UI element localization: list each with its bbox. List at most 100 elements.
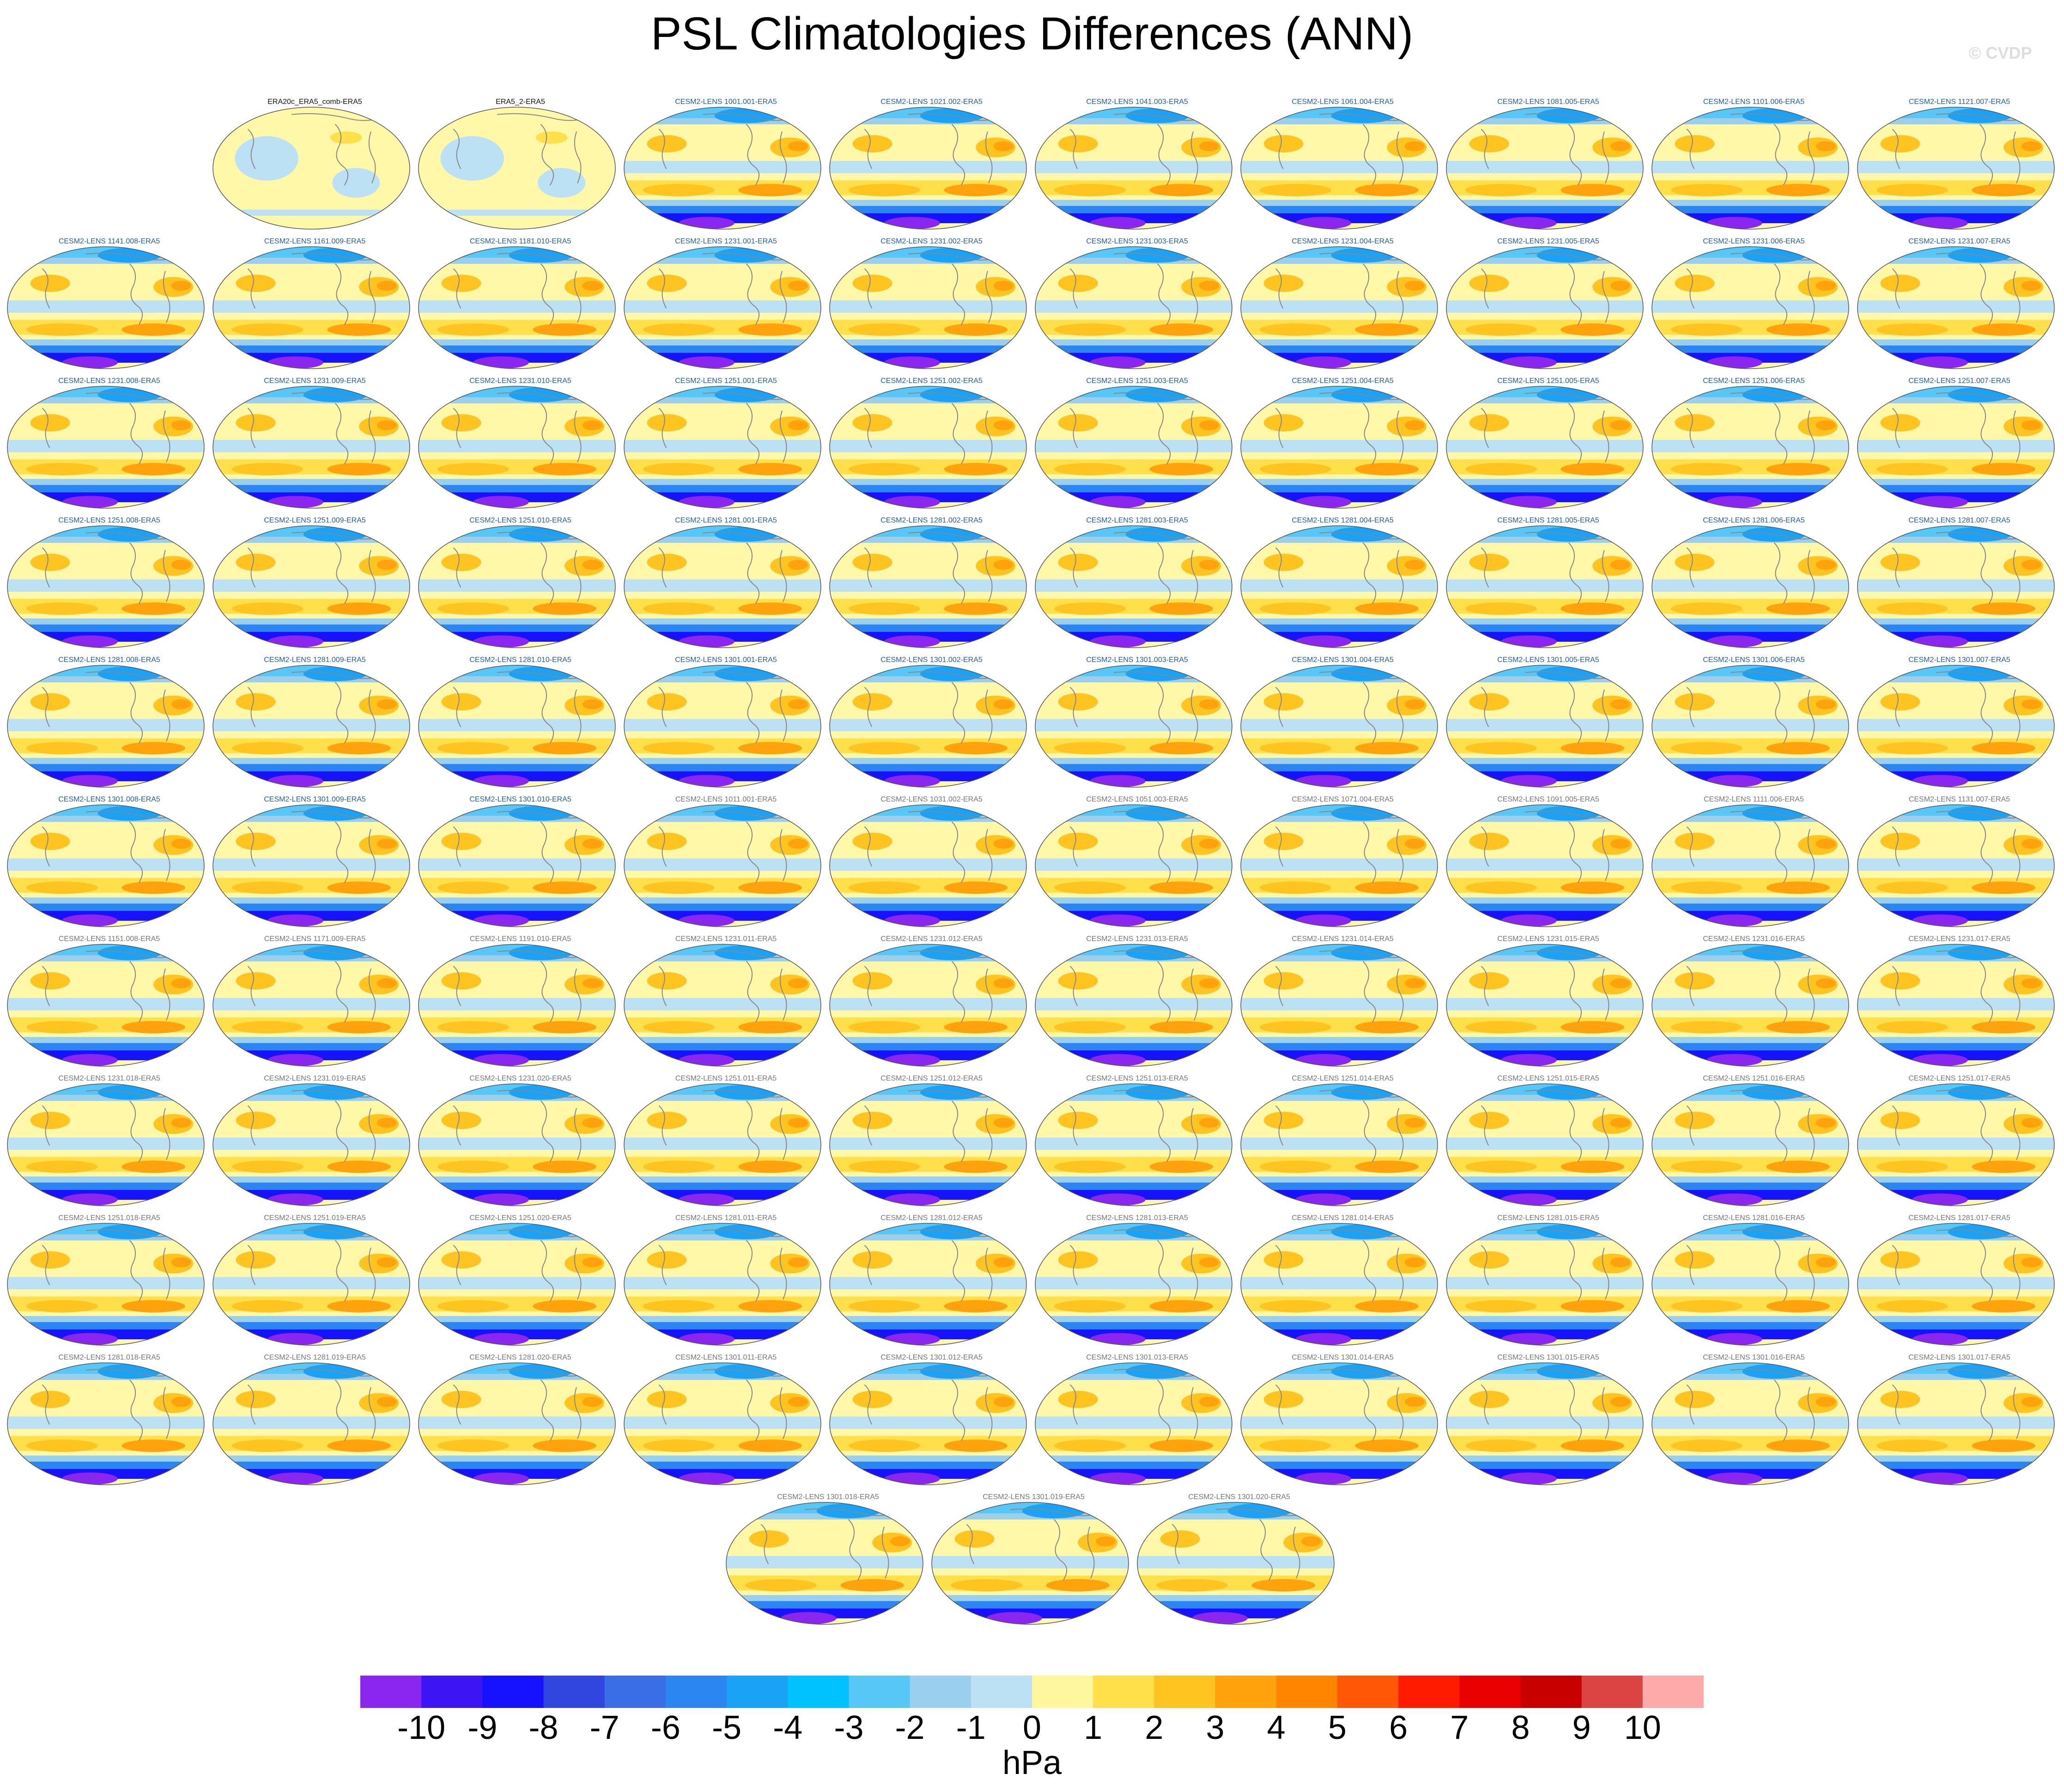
map-panel-title: CESM2-LENS 1231.014-ERA5 <box>1292 935 1394 943</box>
robinson-map <box>1446 804 1644 927</box>
map-panel-title: CESM2-LENS 1251.007-ERA5 <box>1908 377 2010 385</box>
map-panel: CESM2-LENS 1301.001-ERA5 <box>623 655 829 798</box>
colorbar-tick-label: -9 <box>467 1709 498 1746</box>
cvdp-watermark: © CVDP <box>1969 43 2032 62</box>
robinson-map <box>7 944 205 1067</box>
map-panel: CESM2-LENS 1251.003-ERA5 <box>1034 376 1240 519</box>
map-panel-title: CESM2-LENS 1251.015-ERA5 <box>1497 1075 1599 1082</box>
robinson-map <box>418 386 616 509</box>
map-panel-title: CESM2-LENS 1301.005-ERA5 <box>1497 656 1599 664</box>
map-panel-title: CESM2-LENS 1111.006-ERA5 <box>1704 796 1804 803</box>
map-panel: CESM2-LENS 1281.001-ERA5 <box>623 516 829 659</box>
map-panel-title: CESM2-LENS 1071.004-ERA5 <box>1292 796 1394 803</box>
map-panel: CESM2-LENS 1301.007-ERA5 <box>1857 655 2062 798</box>
colorbar-swatch <box>1398 1676 1460 1708</box>
map-panel: CESM2-LENS 1301.003-ERA5 <box>1034 655 1240 798</box>
map-panel: CESM2-LENS 1021.002-ERA5 <box>829 97 1034 240</box>
map-panel: CESM2-LENS 1231.001-ERA5 <box>623 237 829 380</box>
map-panel-title: CESM2-LENS 1251.012-ERA5 <box>880 1075 983 1082</box>
map-panel: CESM2-LENS 1281.006-ERA5 <box>1651 516 1857 659</box>
robinson-map <box>1446 944 1644 1067</box>
robinson-map <box>212 525 410 648</box>
robinson-map <box>1240 246 1438 369</box>
map-panel: CESM2-LENS 1231.017-ERA5 <box>1857 934 2062 1077</box>
map-panel: CESM2-LENS 1231.010-ERA5 <box>418 376 623 519</box>
robinson-map <box>624 525 821 648</box>
map-panel-title: CESM2-LENS 1301.006-ERA5 <box>1703 656 1805 664</box>
robinson-map <box>829 525 1027 648</box>
map-panel-title: CESM2-LENS 1281.004-ERA5 <box>1292 516 1394 524</box>
colorbar-tick-label: 4 <box>1267 1709 1286 1746</box>
map-panel: CESM2-LENS 1041.003-ERA5 <box>1034 97 1240 240</box>
robinson-map <box>7 525 205 648</box>
map-panel-title: CESM2-LENS 1251.014-ERA5 <box>1292 1075 1394 1082</box>
map-panel-title: CESM2-LENS 1251.003-ERA5 <box>1086 377 1188 385</box>
map-panel: CESM2-LENS 1231.014-ERA5 <box>1240 934 1445 1077</box>
colorbar-swatch <box>1337 1676 1399 1708</box>
map-panel: ERA20c_ERA5_comb-ERA5 <box>212 97 418 240</box>
map-panel: CESM2-LENS 1231.007-ERA5 <box>1857 237 2062 380</box>
robinson-map <box>1857 525 2055 648</box>
robinson-map <box>7 804 205 927</box>
colorbar-tick-label: -4 <box>773 1709 803 1746</box>
colorbar-tick-label: 6 <box>1389 1709 1408 1746</box>
map-panel-title: CESM2-LENS 1021.002-ERA5 <box>880 98 983 106</box>
map-panel: CESM2-LENS 1231.005-ERA5 <box>1445 237 1651 380</box>
map-panel: CESM2-LENS 1301.010-ERA5 <box>418 795 623 938</box>
map-panel-title: CESM2-LENS 1281.016-ERA5 <box>1703 1214 1805 1222</box>
map-panel: CESM2-LENS 1061.004-ERA5 <box>1240 97 1445 240</box>
map-panel: CESM2-LENS 1281.003-ERA5 <box>1034 516 1240 659</box>
map-panel: CESM2-LENS 1251.005-ERA5 <box>1445 376 1651 519</box>
map-panel-title: CESM2-LENS 1231.017-ERA5 <box>1908 935 2010 943</box>
robinson-map <box>212 804 410 927</box>
colorbar-tick-label: 10 <box>1624 1709 1661 1746</box>
map-panel-title: CESM2-LENS 1091.005-ERA5 <box>1497 796 1599 803</box>
map-panel-title: CESM2-LENS 1141.008-ERA5 <box>58 237 160 245</box>
map-panel: CESM2-LENS 1281.008-ERA5 <box>6 655 212 798</box>
figure-title: PSL Climatologies Differences (ANN) <box>650 8 1414 60</box>
robinson-map <box>829 386 1027 509</box>
map-panel-title: CESM2-LENS 1251.019-ERA5 <box>264 1214 366 1222</box>
robinson-map <box>212 1223 410 1346</box>
map-panel-title: CESM2-LENS 1101.006-ERA5 <box>1703 98 1805 106</box>
colorbar-tick-label: 5 <box>1328 1709 1347 1746</box>
map-panel-title: CESM2-LENS 1251.013-ERA5 <box>1086 1075 1188 1082</box>
robinson-map <box>829 1362 1027 1485</box>
robinson-map <box>1651 107 1849 230</box>
colorbar-tick-label: -5 <box>712 1709 742 1746</box>
robinson-map <box>829 1223 1027 1346</box>
robinson-map <box>1857 107 2055 230</box>
colorbar-tick-label: 1 <box>1084 1709 1103 1746</box>
map-panel-title: CESM2-LENS 1251.011-ERA5 <box>675 1075 777 1082</box>
map-panel-title: CESM2-LENS 1281.013-ERA5 <box>1086 1214 1188 1222</box>
map-panel-title: CESM2-LENS 1051.003-ERA5 <box>1086 796 1188 803</box>
map-panel-title: CESM2-LENS 1281.008-ERA5 <box>58 656 160 664</box>
map-panel-title: CESM2-LENS 1251.008-ERA5 <box>58 516 160 524</box>
colorbar-tick-label: 3 <box>1206 1709 1225 1746</box>
map-panel: CESM2-LENS 1251.002-ERA5 <box>829 376 1034 519</box>
map-panel-title: CESM2-LENS 1231.002-ERA5 <box>880 237 983 245</box>
map-panel: CESM2-LENS 1161.009-ERA5 <box>212 237 418 380</box>
map-panel-title: CESM2-LENS 1121.007-ERA5 <box>1908 98 2010 106</box>
map-panel: CESM2-LENS 1251.019-ERA5 <box>212 1213 418 1356</box>
map-panel-title: CESM2-LENS 1301.007-ERA5 <box>1908 656 2010 664</box>
map-panel-title: CESM2-LENS 1231.010-ERA5 <box>469 377 571 385</box>
map-panel-title: CESM2-LENS 1231.018-ERA5 <box>58 1075 160 1082</box>
colorbar-swatch <box>482 1676 544 1708</box>
map-panel: CESM2-LENS 1251.018-ERA5 <box>6 1213 212 1356</box>
map-panel-title: CESM2-LENS 1281.003-ERA5 <box>1086 516 1188 524</box>
robinson-map <box>1651 944 1849 1067</box>
map-panel-title: CESM2-LENS 1251.005-ERA5 <box>1497 377 1599 385</box>
map-panel-title: CESM2-LENS 1231.009-ERA5 <box>264 377 366 385</box>
map-panel-title: CESM2-LENS 1231.019-ERA5 <box>264 1075 366 1082</box>
map-panel: CESM2-LENS 1281.002-ERA5 <box>829 516 1034 659</box>
map-panel-title: CESM2-LENS 1151.008-ERA5 <box>58 935 160 943</box>
robinson-map <box>1240 525 1438 648</box>
map-panel: CESM2-LENS 1231.016-ERA5 <box>1651 934 1857 1077</box>
map-panel-title: CESM2-LENS 1301.018-ERA5 <box>777 1493 879 1501</box>
map-panel-title: CESM2-LENS 1281.005-ERA5 <box>1497 516 1599 524</box>
map-panel-title: CESM2-LENS 1301.019-ERA5 <box>983 1493 1085 1501</box>
colorbar-tick-label: -10 <box>397 1709 446 1746</box>
robinson-map <box>1857 804 2055 927</box>
map-panel-title: CESM2-LENS 1031.002-ERA5 <box>880 796 983 803</box>
